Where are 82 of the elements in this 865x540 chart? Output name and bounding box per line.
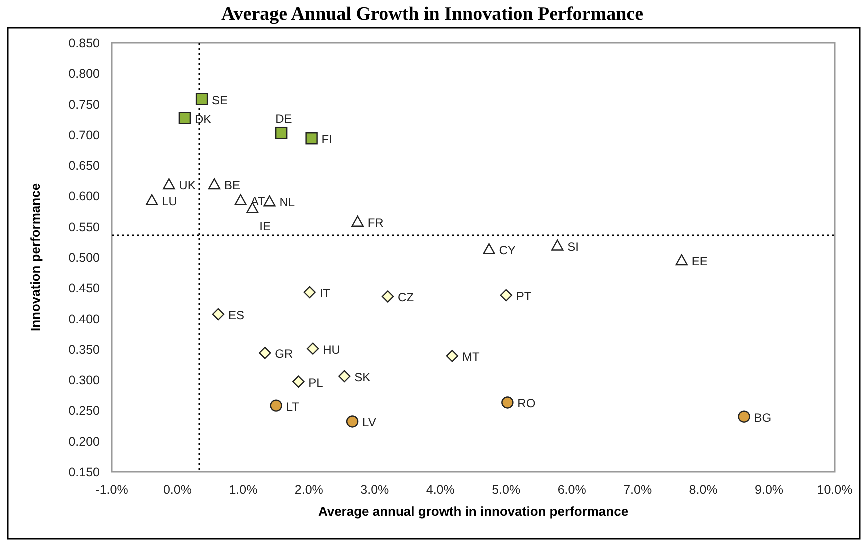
point	[264, 196, 276, 207]
y-axis-title: Innovation performance	[28, 183, 43, 332]
annotation: ES	[228, 308, 244, 322]
annotation: GR	[275, 347, 294, 362]
x-tick-label: 4.0%	[426, 483, 455, 497]
point	[259, 347, 272, 360]
annotation: UK	[179, 178, 196, 193]
point	[483, 243, 496, 255]
x-tick-label: 6.0%	[558, 483, 586, 497]
y-tick-label: 0.350	[68, 342, 100, 357]
annotation: BE	[224, 178, 241, 193]
point	[500, 289, 512, 302]
annotation: DK	[194, 112, 212, 126]
point	[212, 308, 225, 321]
point	[304, 286, 316, 299]
x-tick-label: 5.0%	[492, 483, 521, 497]
annotation: BG	[754, 410, 772, 425]
x-tick-label: 7.0%	[624, 483, 652, 497]
annotation: HU	[323, 342, 340, 357]
annotation: PT	[516, 289, 532, 304]
point	[338, 370, 351, 382]
point	[446, 350, 459, 362]
point	[270, 400, 282, 412]
point	[196, 93, 208, 106]
annotation: PL	[308, 376, 324, 390]
point	[307, 342, 320, 355]
annotation: NL	[280, 196, 296, 210]
point	[146, 194, 158, 206]
point	[163, 178, 176, 190]
annotation: LU	[162, 194, 178, 209]
y-tick-label: 0.800	[68, 67, 100, 82]
y-tick-label: 0.850	[68, 36, 100, 50]
annotation: CY	[499, 244, 516, 258]
annotation: SE	[212, 93, 228, 108]
point	[234, 194, 247, 206]
y-tick-label: 0.650	[68, 159, 100, 174]
point	[676, 254, 688, 266]
annotation: DE	[276, 112, 292, 126]
y-tick-label: 0.150	[68, 466, 100, 480]
point	[178, 112, 192, 124]
y-tick-label: 0.200	[68, 434, 100, 449]
annotation: EE	[692, 254, 708, 269]
x-tick-label: 0.0%	[163, 483, 192, 497]
point	[208, 178, 221, 190]
annotation: SK	[354, 370, 371, 384]
point	[346, 416, 359, 428]
y-tick-label: 0.450	[68, 282, 100, 296]
x-tick-label: 8.0%	[689, 483, 718, 497]
point	[275, 126, 288, 140]
point	[738, 410, 750, 423]
x-tick-label: -1.0%	[96, 483, 128, 497]
annotation: RO	[518, 396, 536, 411]
y-tick-label: 0.550	[68, 220, 100, 234]
annotation: SI	[568, 240, 579, 254]
x-tick-label: 9.0%	[755, 483, 784, 497]
point	[382, 290, 394, 303]
point	[352, 216, 364, 227]
x-tick-label: 2.0%	[294, 483, 324, 497]
x-axis-title: Average annual growth in innovation performance	[318, 504, 629, 519]
point	[292, 376, 305, 388]
chart-title: Average Annual Growth in Innovation Performance	[221, 4, 644, 25]
point	[502, 396, 514, 409]
y-tick-label: 0.700	[68, 128, 100, 142]
annotation: IT	[320, 286, 332, 300]
y-tick-label: 0.250	[68, 404, 100, 418]
annotation: FR	[368, 216, 384, 230]
y-tick-label: 0.300	[68, 374, 100, 388]
x-tick-label: 3.0%	[360, 483, 390, 497]
y-tick-label: 0.600	[68, 190, 100, 204]
y-tick-label: 0.750	[68, 98, 100, 112]
annotation: LT	[286, 400, 300, 414]
annotation: MT	[462, 350, 480, 364]
y-tick-label: 0.500	[68, 251, 100, 265]
annotation: LV	[362, 416, 376, 430]
annotation: CZ	[398, 290, 414, 305]
y-tick-label: 0.400	[68, 312, 100, 326]
point	[306, 132, 318, 145]
annotation: FI	[322, 132, 332, 147]
x-tick-label: 1.0%	[229, 483, 258, 497]
x-tick-label: 10.0%	[817, 483, 853, 497]
annotation: IE	[260, 219, 271, 234]
point	[552, 240, 564, 251]
